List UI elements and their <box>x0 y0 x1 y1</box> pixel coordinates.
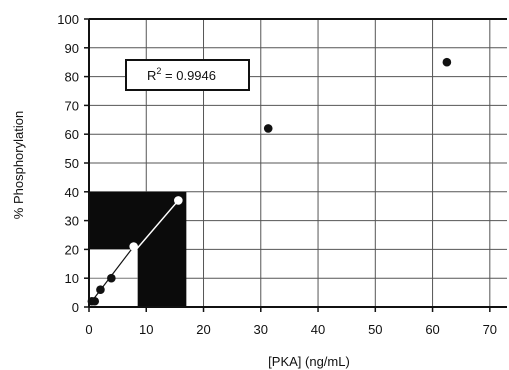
y-tick-label: 100 <box>57 12 79 27</box>
x-tick-label: 50 <box>368 322 382 337</box>
data-point <box>129 242 138 251</box>
r2-annotation-prefix: R <box>147 68 156 83</box>
data-point <box>263 124 273 133</box>
r2-annotation-suffix: = 0.9946 <box>161 68 216 83</box>
r2-annotation-superscript: 2 <box>156 66 161 76</box>
x-tick-label: 20 <box>196 322 210 337</box>
x-tick-label: 40 <box>311 322 325 337</box>
data-point <box>107 273 116 283</box>
y-tick-label: 50 <box>65 156 79 171</box>
axes <box>84 18 507 312</box>
fit-line-white <box>91 199 179 302</box>
x-tick-label: 60 <box>425 322 439 337</box>
x-tick-label: 0 <box>85 322 92 337</box>
r2-annotation: R2 = 0.9946 <box>125 59 250 91</box>
x-tick-label: 10 <box>139 322 153 337</box>
data-points <box>87 57 452 306</box>
data-point <box>90 296 100 306</box>
r2-annotation-text: R2 = 0.9946 <box>147 66 216 83</box>
data-point <box>96 285 105 295</box>
y-tick-labels: 0 10 20 30 40 50 60 70 80 90 100 <box>57 12 79 315</box>
y-axis-title: % Phosphorylation <box>11 111 26 219</box>
y-tick-label: 20 <box>65 242 79 257</box>
r2-annotation-box <box>125 59 250 91</box>
y-tick-label: 10 <box>65 271 79 286</box>
y-tick-label: 30 <box>65 214 79 229</box>
data-point <box>442 57 452 67</box>
y-tick-label: 70 <box>65 98 79 113</box>
x-axis-title: [PKA] (ng/mL) <box>268 354 350 369</box>
y-tick-label: 40 <box>65 185 79 200</box>
y-tick-label: 0 <box>72 300 79 315</box>
x-tick-label: 70 <box>483 322 497 337</box>
data-point <box>174 196 183 205</box>
y-tick-label: 80 <box>65 70 79 85</box>
inset-region <box>89 191 187 307</box>
y-tick-label: 60 <box>65 127 79 142</box>
x-tick-label: 30 <box>254 322 268 337</box>
y-tick-label: 90 <box>65 41 79 56</box>
x-tick-labels: 0 10 20 30 40 50 60 70 <box>85 322 497 337</box>
